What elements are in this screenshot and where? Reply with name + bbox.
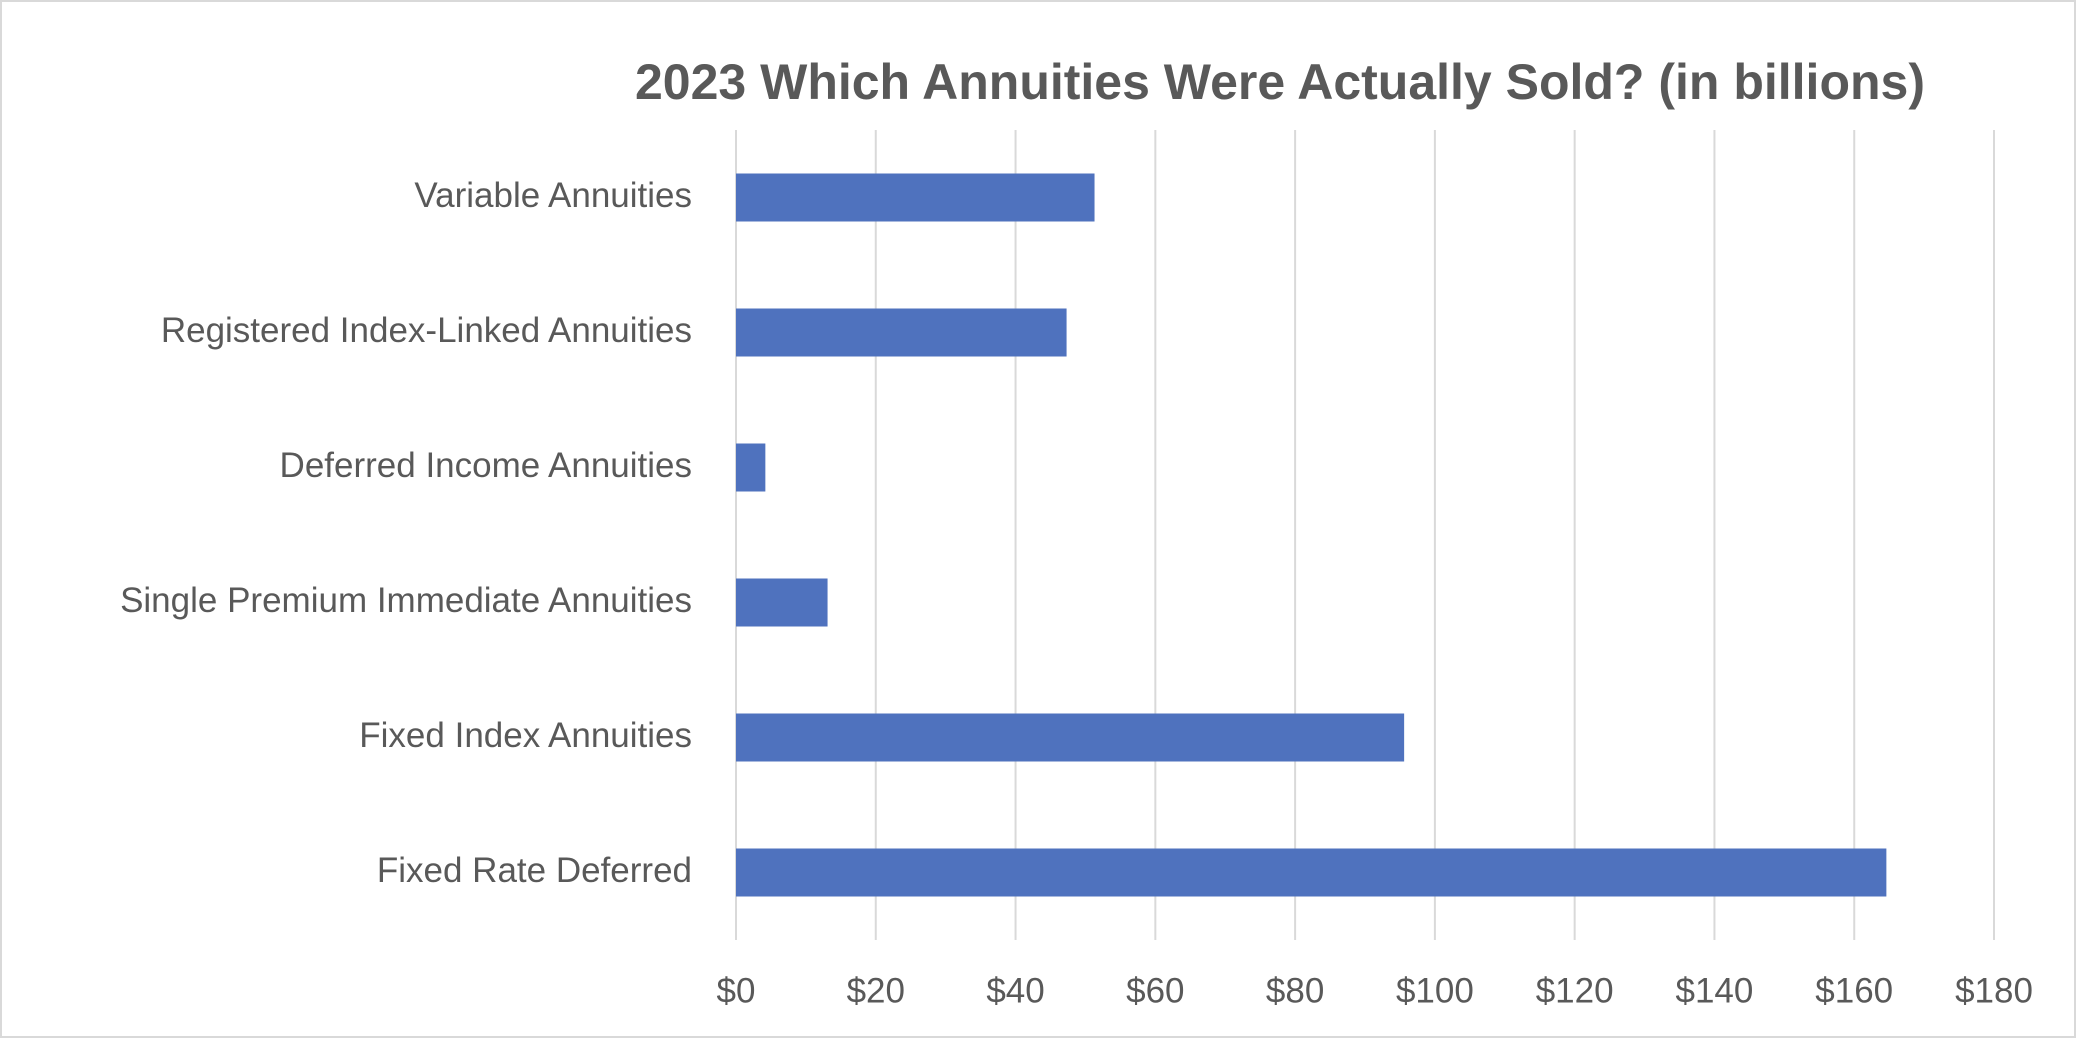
x-tick-label: $140 <box>1676 971 1754 1010</box>
x-tick-label: $40 <box>986 971 1044 1010</box>
bar <box>736 443 766 492</box>
bar <box>736 848 1887 897</box>
x-tick-label: $160 <box>1815 971 1893 1010</box>
x-tick-label: $60 <box>1126 971 1184 1010</box>
y-tick-label: Fixed Index Annuities <box>359 716 692 755</box>
bar <box>736 173 1095 222</box>
chart-title: 2023 Which Annuities Were Actually Sold?… <box>635 54 1925 110</box>
x-tick-label: $100 <box>1396 971 1474 1010</box>
x-tick-label: $20 <box>847 971 905 1010</box>
bar <box>736 308 1067 357</box>
x-tick-label: $0 <box>717 971 756 1010</box>
x-tick-label: $80 <box>1266 971 1324 1010</box>
y-tick-label: Variable Annuities <box>414 176 692 215</box>
x-tick-label: $180 <box>1955 971 2033 1010</box>
bar <box>736 713 1405 762</box>
bar <box>736 578 828 627</box>
y-tick-label: Deferred Income Annuities <box>280 446 692 485</box>
y-tick-label: Single Premium Immediate Annuities <box>120 581 692 620</box>
y-tick-label: Registered Index-Linked Annuities <box>161 311 692 350</box>
x-tick-label: $120 <box>1536 971 1614 1010</box>
y-tick-label: Fixed Rate Deferred <box>377 851 692 890</box>
